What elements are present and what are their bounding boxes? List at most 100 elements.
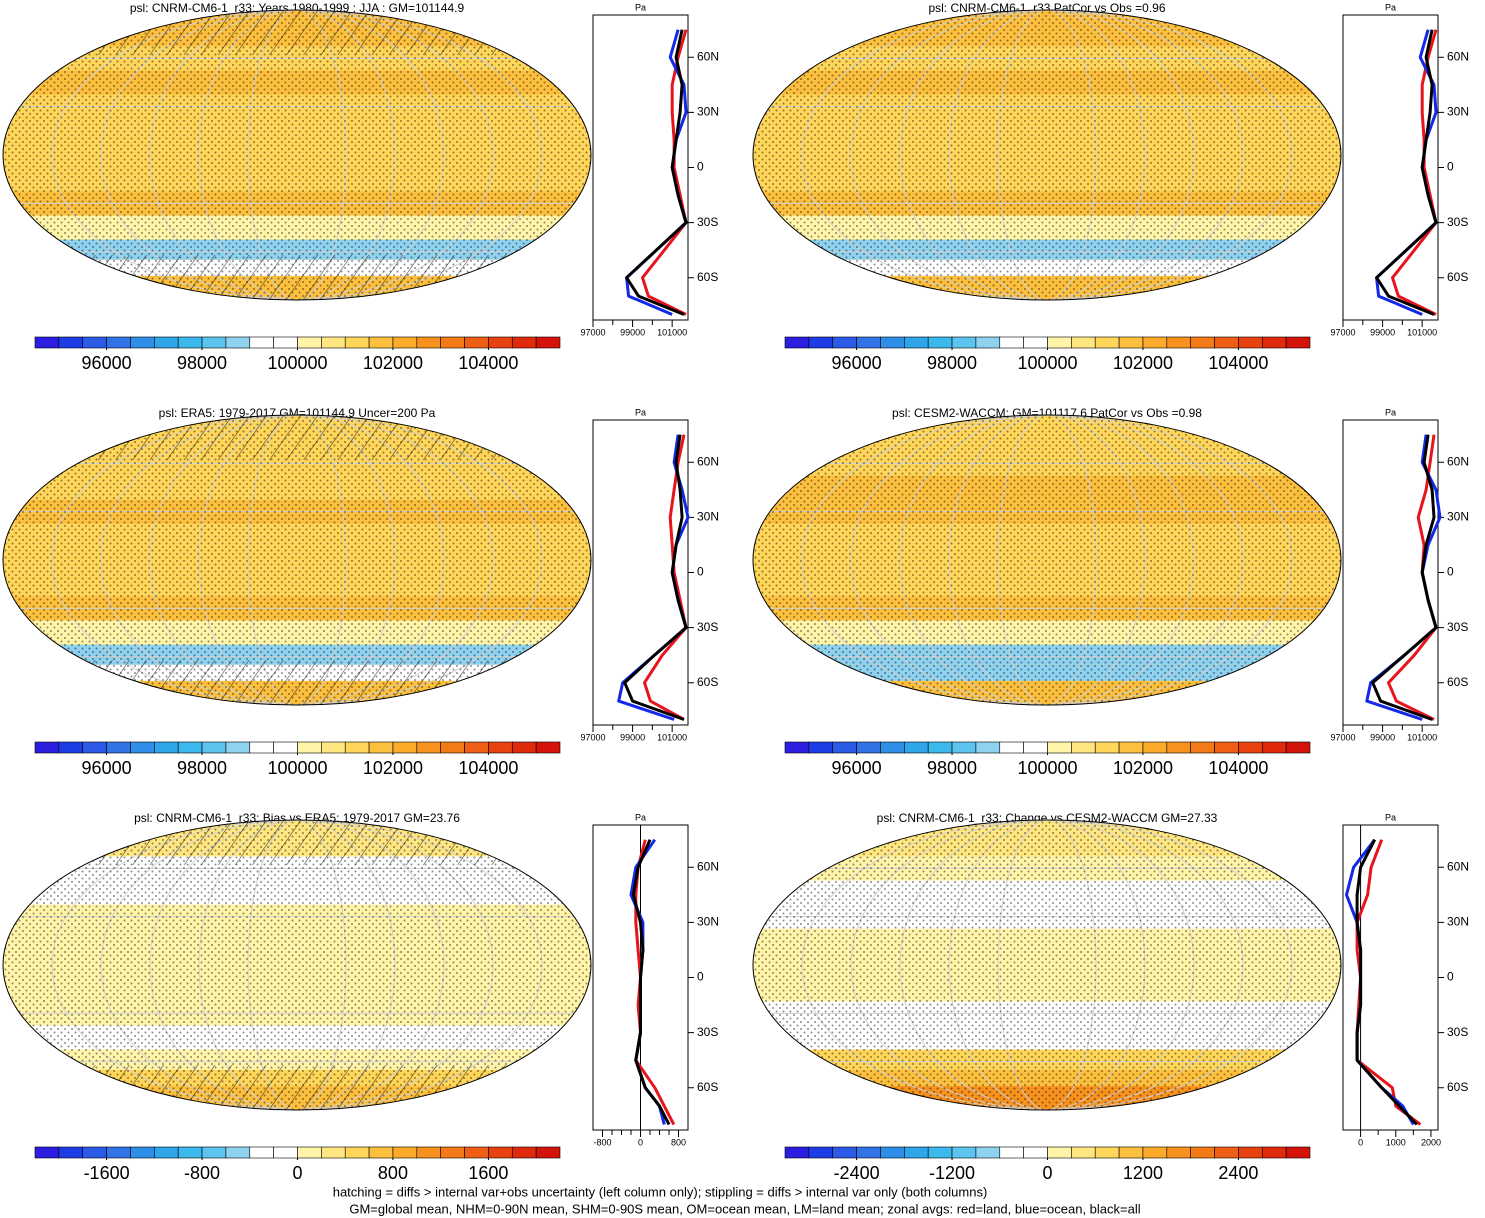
y-tick-label: 60N: [1447, 859, 1469, 873]
colorbar-box: [201, 1146, 227, 1159]
colorbar-box: [392, 336, 418, 349]
colorbar-label: -800: [184, 1163, 220, 1183]
colorbar-label: 100000: [267, 758, 327, 778]
map: [3, 820, 591, 1110]
stippling: [753, 415, 1341, 705]
colorbar-label: 1600: [468, 1163, 508, 1183]
colorbar-box: [1071, 336, 1096, 349]
colorbar-box: [34, 1146, 60, 1159]
colorbar-box: [58, 1146, 84, 1159]
colorbar-box: [464, 336, 489, 349]
colorbar-box: [1142, 1146, 1168, 1159]
footer-note: hatching = diffs > internal var+obs unce…: [333, 1184, 988, 1199]
colorbar-box: [321, 741, 346, 754]
colorbar-box: [464, 741, 489, 754]
colorbar-label: -1200: [929, 1163, 975, 1183]
colorbar-box: [344, 1146, 370, 1159]
colorbar-box: [34, 336, 60, 349]
colorbar-box: [225, 1146, 251, 1159]
colorbar-label: 98000: [177, 758, 227, 778]
colorbar-box: [58, 741, 84, 754]
colorbar-label: 102000: [363, 353, 423, 373]
map: [3, 415, 591, 705]
panel-title: psl: CNRM-CM6-1_r33: Years 1980-1999 : J…: [130, 1, 465, 15]
colorbar-box: [488, 741, 513, 754]
zonal-line: [631, 839, 671, 1126]
colorbar-label: 104000: [1208, 353, 1268, 373]
colorbar-box: [177, 741, 203, 754]
y-tick-label: 30S: [1447, 215, 1468, 229]
colorbar-box: [1238, 336, 1263, 349]
colorbar-box: [106, 1146, 131, 1159]
colorbar-box: [82, 336, 107, 349]
y-tick-label: 60N: [1447, 49, 1469, 63]
colorbar-box: [297, 336, 322, 349]
colorbar-box: [1190, 336, 1215, 349]
colorbar-box: [1214, 741, 1239, 754]
map-border: [752, 819, 1342, 1111]
panel: psl: CNRM-CM6-1_r33: Change vs CESM2-WAC…: [752, 811, 1469, 1183]
zonal-line: [1375, 29, 1438, 316]
colorbar-box: [808, 336, 834, 349]
colorbar-box: [177, 1146, 203, 1159]
y-tick-label: 0: [697, 970, 704, 984]
y-tick-label: 30S: [697, 620, 718, 634]
colorbar-box: [927, 1146, 953, 1159]
panel-title: psl: CNRM-CM6-1_r33: Change vs CESM2-WAC…: [877, 811, 1218, 825]
colorbar-box: [904, 336, 929, 349]
colorbar-box: [951, 741, 977, 754]
colorbar-label: 100000: [267, 353, 327, 373]
colorbar-box: [951, 1146, 977, 1159]
colorbar-box: [392, 741, 418, 754]
colorbar-box: [1142, 741, 1168, 754]
hatching: [3, 820, 591, 865]
colorbar-box: [1047, 741, 1072, 754]
colorbar-box: [488, 336, 513, 349]
colorbar-label: 96000: [82, 758, 132, 778]
y-tick-label: 60N: [1447, 454, 1469, 468]
colorbar-box: [273, 1146, 298, 1159]
colorbar-box: [1142, 336, 1168, 349]
panel-title: psl: CNRM-CM6-1_r33 PatCor vs Obs =0.96: [928, 1, 1165, 15]
colorbar-box: [1238, 741, 1263, 754]
colorbar-box: [808, 1146, 834, 1159]
colorbar-box: [1118, 741, 1144, 754]
x-tick-label: 97000: [580, 327, 605, 337]
colorbar-box: [1166, 741, 1191, 754]
colorbar-box: [368, 1146, 394, 1159]
colorbar-box: [511, 741, 537, 754]
colorbar-label: 102000: [1113, 758, 1173, 778]
colorbar-box: [808, 741, 834, 754]
colorbar-box: [511, 1146, 537, 1159]
x-tick-label: 800: [671, 1137, 686, 1147]
colorbar-box: [999, 1146, 1024, 1159]
colorbar-box: [511, 336, 537, 349]
colorbar-box: [201, 336, 227, 349]
colorbar-box: [1214, 1146, 1239, 1159]
colorbar-box: [880, 336, 905, 349]
colorbar-box: [1190, 741, 1215, 754]
map-border: [2, 9, 592, 301]
zonal-unit: Pa: [1385, 407, 1396, 417]
map-border: [752, 414, 1342, 706]
x-tick-label: 101000: [657, 327, 687, 337]
colorbar-box: [416, 336, 441, 349]
colorbar-label: 100000: [1017, 353, 1077, 373]
x-tick-label: 97000: [1330, 732, 1355, 742]
colorbar-box: [177, 336, 203, 349]
colorbar-box: [130, 336, 155, 349]
colorbar-box: [321, 1146, 346, 1159]
colorbar-label: 98000: [927, 353, 977, 373]
panel: psl: CNRM-CM6-1_r33: Years 1980-1999 : J…: [2, 1, 719, 373]
y-tick-label: 30S: [697, 215, 718, 229]
y-tick-label: 0: [1447, 160, 1454, 174]
colorbar-box: [392, 1146, 418, 1159]
colorbar-box: [1047, 336, 1072, 349]
y-tick-label: 0: [697, 160, 704, 174]
colorbar-box: [488, 1146, 513, 1159]
colorbar-label: 96000: [832, 758, 882, 778]
colorbar-label: 2400: [1218, 1163, 1258, 1183]
colorbar-box: [154, 336, 179, 349]
colorbar-box: [58, 336, 84, 349]
colorbar-box: [201, 741, 227, 754]
